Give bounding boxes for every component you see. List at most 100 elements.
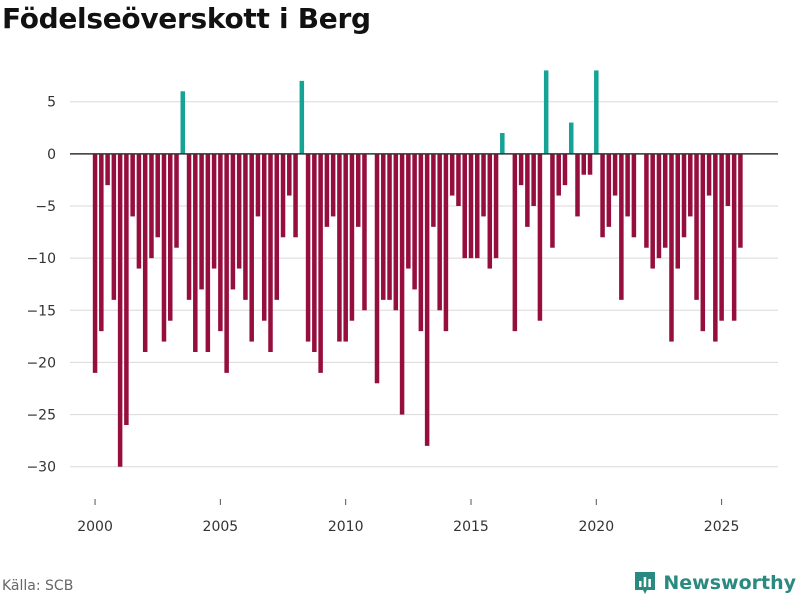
- bar: [180, 91, 186, 154]
- brand-logo: Newsworthy: [633, 570, 796, 596]
- bar: [218, 153, 223, 332]
- x-axis-ticks: 2000 2005 2010 2015 2020 2025: [77, 499, 739, 535]
- bar: [675, 153, 681, 269]
- bar: [236, 153, 242, 269]
- bar: [211, 153, 217, 269]
- x-tick-label: 2005: [203, 519, 239, 535]
- bar: [99, 153, 104, 332]
- bar: [287, 153, 292, 196]
- x-tick-label: 2010: [328, 519, 364, 535]
- bar: [525, 153, 530, 227]
- bar: [174, 153, 179, 248]
- bar: [330, 153, 336, 217]
- bar: [105, 153, 110, 186]
- bar: [243, 153, 248, 300]
- bar: [568, 122, 574, 154]
- y-tick-label: 5: [47, 95, 56, 111]
- bar: [625, 153, 630, 217]
- bar: [437, 153, 442, 311]
- bar: [449, 153, 455, 196]
- y-axis-ticks: 5 0 −5 −10 −15 −20 −25 −30: [26, 95, 56, 476]
- bar: [205, 153, 211, 352]
- bar: [293, 153, 298, 238]
- bar: [587, 153, 593, 175]
- bar: [731, 153, 737, 321]
- bar: [487, 153, 493, 269]
- bar: [349, 153, 355, 321]
- y-tick-label: −15: [26, 303, 56, 319]
- bar: [136, 153, 142, 269]
- bar: [299, 80, 305, 154]
- bar: [706, 153, 712, 196]
- y-tick-label: 0: [47, 147, 56, 163]
- bar: [531, 153, 536, 206]
- bar: [424, 153, 430, 446]
- bar: [518, 153, 524, 186]
- bar: [111, 153, 117, 300]
- bar: [556, 153, 561, 196]
- bar: [130, 153, 135, 217]
- bar: [644, 153, 649, 248]
- chart-title: Födelseöverskott i Berg: [2, 2, 371, 35]
- bar: [512, 153, 518, 332]
- bar: [199, 153, 204, 290]
- bar: [431, 153, 436, 227]
- bar: [662, 153, 668, 248]
- bar: [575, 153, 580, 217]
- bar: [362, 153, 367, 311]
- bar: [387, 153, 392, 300]
- newsworthy-logo-icon: [635, 572, 656, 594]
- bar: [631, 153, 637, 238]
- bar: [117, 153, 123, 467]
- bar: [594, 70, 599, 154]
- bar: [612, 153, 618, 196]
- bar: [481, 153, 486, 217]
- bar: [249, 153, 254, 342]
- bar: [149, 153, 154, 259]
- x-tick-label: 2025: [704, 519, 740, 535]
- bar: [713, 153, 718, 342]
- bar: [255, 153, 261, 217]
- bar: [543, 70, 549, 154]
- bar: [337, 153, 342, 342]
- bar: [167, 153, 173, 321]
- bar: [224, 153, 229, 373]
- bar: [161, 153, 167, 342]
- bar: [261, 153, 267, 321]
- bar: [186, 153, 192, 300]
- bar: [393, 153, 399, 311]
- bar: [124, 153, 129, 426]
- x-tick-label: 2020: [578, 519, 614, 535]
- bar: [443, 153, 449, 332]
- source-note: Källa: SCB: [2, 578, 74, 594]
- bar: [268, 153, 273, 352]
- bar: [193, 153, 198, 352]
- bar: [324, 153, 330, 227]
- bar: [412, 153, 417, 290]
- bar: [468, 153, 474, 259]
- y-tick-label: −20: [26, 355, 56, 371]
- bar: [562, 153, 568, 186]
- bar: [581, 153, 587, 175]
- bar: [606, 153, 612, 227]
- bar: [725, 153, 731, 206]
- bar: [475, 153, 480, 259]
- bar: [406, 153, 411, 269]
- bar: [600, 153, 605, 238]
- bar: [650, 153, 655, 269]
- bar: [462, 153, 467, 259]
- bar: [155, 153, 160, 238]
- bar: [738, 153, 743, 248]
- bar: [280, 153, 286, 238]
- bar: [656, 153, 662, 259]
- bar: [537, 153, 543, 321]
- bar: [719, 153, 724, 321]
- x-tick-label: 2000: [77, 519, 113, 535]
- bar: [493, 153, 499, 259]
- bar: [142, 153, 148, 352]
- bars: [92, 70, 743, 467]
- y-tick-label: −5: [35, 199, 56, 215]
- bar: [669, 153, 674, 342]
- bar: [230, 153, 236, 290]
- bar: [688, 153, 693, 217]
